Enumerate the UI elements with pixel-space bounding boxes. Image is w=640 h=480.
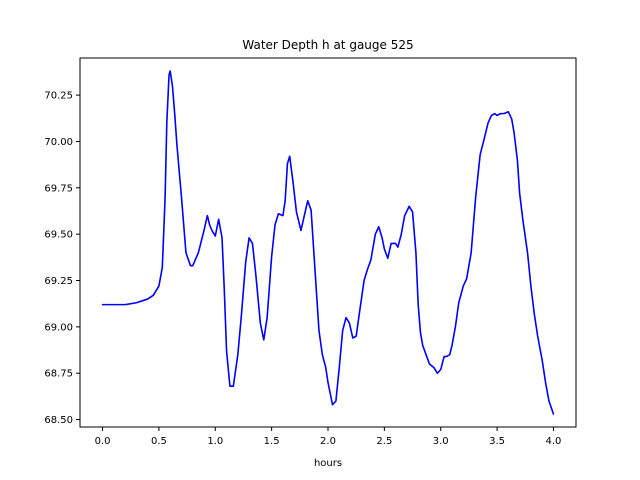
- series-line-1: [101, 70, 555, 415]
- y-tick-label: 69.00: [44, 322, 73, 333]
- chart-title: Water Depth h at gauge 525: [242, 38, 413, 52]
- x-tick-label: 2.0: [320, 436, 336, 447]
- x-axis-title: hours: [314, 458, 342, 469]
- x-tick-label: 0.0: [95, 436, 111, 447]
- x-axis: 0.0 0.5 1.0 1.5 2.0 2.5 3.0 3.5 4.0: [95, 427, 562, 447]
- x-tick-label: 3.0: [433, 436, 449, 447]
- y-tick-label: 68.50: [44, 415, 73, 426]
- y-tick-label: 69.25: [44, 276, 73, 287]
- x-tick-label: 0.5: [151, 436, 167, 447]
- x-tick-label: 4.0: [546, 436, 562, 447]
- plot-area: [101, 70, 555, 415]
- x-tick-label: 1.0: [207, 436, 223, 447]
- y-tick-label: 69.50: [44, 230, 73, 241]
- y-tick-label: 70.00: [44, 137, 73, 148]
- x-tick-label: 1.5: [264, 436, 280, 447]
- x-tick-label: 2.5: [376, 436, 392, 447]
- y-tick-label: 70.25: [44, 91, 73, 102]
- y-tick-label: 68.75: [44, 369, 73, 380]
- x-tick-label: 3.5: [489, 436, 505, 447]
- y-tick-label: 69.75: [44, 183, 73, 194]
- y-axis: 68.50 68.75 69.00 69.25 69.50 69.75 70.00 70.25: [44, 91, 80, 426]
